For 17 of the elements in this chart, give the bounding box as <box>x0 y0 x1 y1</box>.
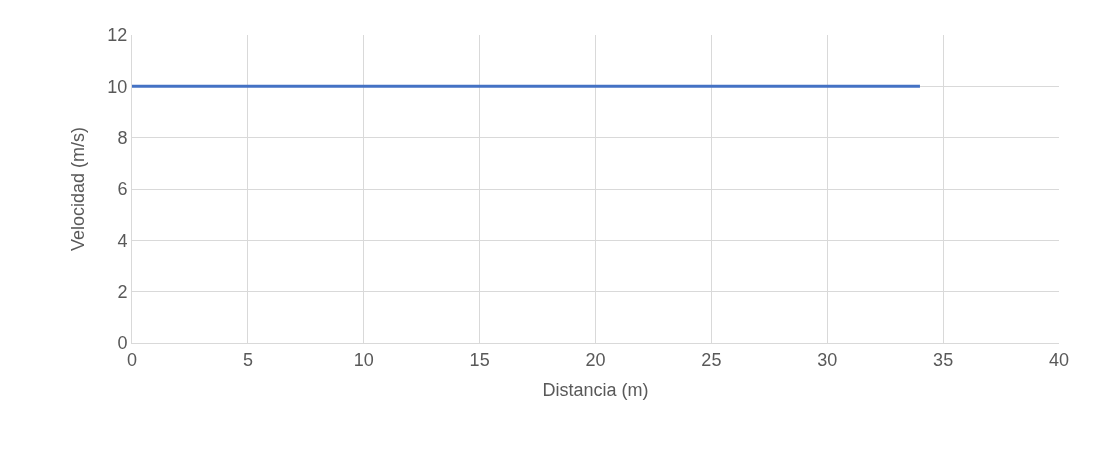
y-tick-label: 6 <box>117 179 128 200</box>
x-tick-label: 35 <box>933 349 954 370</box>
x-tick-label: 5 <box>242 349 253 370</box>
x-tick-label: 25 <box>701 349 722 370</box>
y-tick-label: 10 <box>107 76 128 97</box>
x-tick-label: 15 <box>469 349 490 370</box>
y-tick-label: 8 <box>117 127 128 148</box>
y-tick-label: 2 <box>117 281 128 302</box>
x-axis-title: Distancia (m) <box>542 379 649 400</box>
x-tick-label: 30 <box>817 349 838 370</box>
x-tick-label: 10 <box>353 349 374 370</box>
y-tick-label: 4 <box>117 230 128 251</box>
y-axis-title: Velocidad (m/s) <box>67 126 88 252</box>
x-tick-label: 40 <box>1048 349 1070 370</box>
y-tick-label: 0 <box>117 333 128 354</box>
x-tick-label: 20 <box>585 349 606 370</box>
y-tick-label: 12 <box>107 25 128 46</box>
